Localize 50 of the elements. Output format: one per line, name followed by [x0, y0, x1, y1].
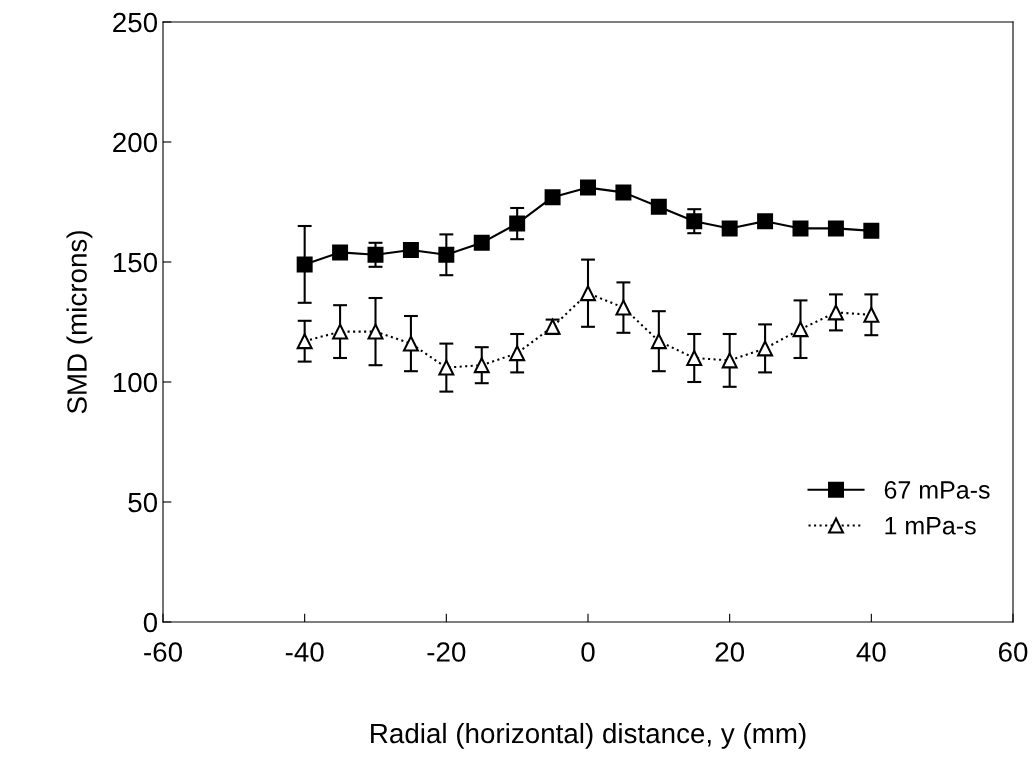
y-axis-title: SMD (microns)	[66, 231, 93, 414]
point	[473, 357, 490, 374]
legend-label: 67 mPa-s	[884, 481, 990, 499]
point	[827, 220, 844, 237]
x-tick-label: -40	[285, 642, 324, 662]
point	[296, 333, 313, 350]
point	[721, 220, 738, 237]
legend-label: 1 mPa-s	[885, 517, 976, 535]
y-tick-label: 150	[113, 252, 158, 273]
point	[827, 304, 844, 321]
point	[580, 285, 596, 302]
x-tick-label: 0	[581, 642, 595, 662]
point	[650, 198, 667, 215]
y-tick-label: 0	[143, 612, 158, 633]
point	[757, 213, 774, 230]
point	[792, 220, 809, 237]
point	[863, 306, 880, 323]
point	[367, 323, 384, 340]
point	[332, 244, 349, 261]
point	[296, 256, 313, 273]
y-tick-label: 250	[113, 12, 158, 33]
point	[367, 246, 384, 263]
point	[863, 222, 880, 239]
point	[686, 350, 703, 366]
point	[792, 321, 809, 338]
y-tick-label: 200	[113, 132, 158, 153]
point	[509, 345, 526, 362]
x-tick-label: 20	[715, 642, 745, 662]
point	[473, 234, 490, 251]
x-tick-label: 40	[856, 642, 886, 662]
x-tick-label: -60	[144, 642, 182, 662]
point	[615, 299, 632, 316]
point	[402, 242, 419, 258]
x-tick-label: 60	[998, 642, 1028, 662]
point	[332, 323, 349, 340]
point	[438, 246, 455, 263]
y-tick-label: 100	[113, 372, 158, 393]
point	[438, 359, 455, 376]
point	[509, 215, 526, 232]
y-tick-label: 50	[128, 492, 158, 513]
point	[615, 184, 632, 201]
point	[544, 189, 561, 206]
point	[580, 179, 596, 196]
point	[686, 213, 703, 230]
point	[757, 340, 774, 357]
point	[650, 333, 667, 350]
point	[721, 352, 738, 369]
x-tick-label: -20	[427, 642, 466, 662]
x-axis-title: Radial (horizontal) distance, y (mm)	[371, 722, 806, 749]
point	[402, 335, 419, 352]
